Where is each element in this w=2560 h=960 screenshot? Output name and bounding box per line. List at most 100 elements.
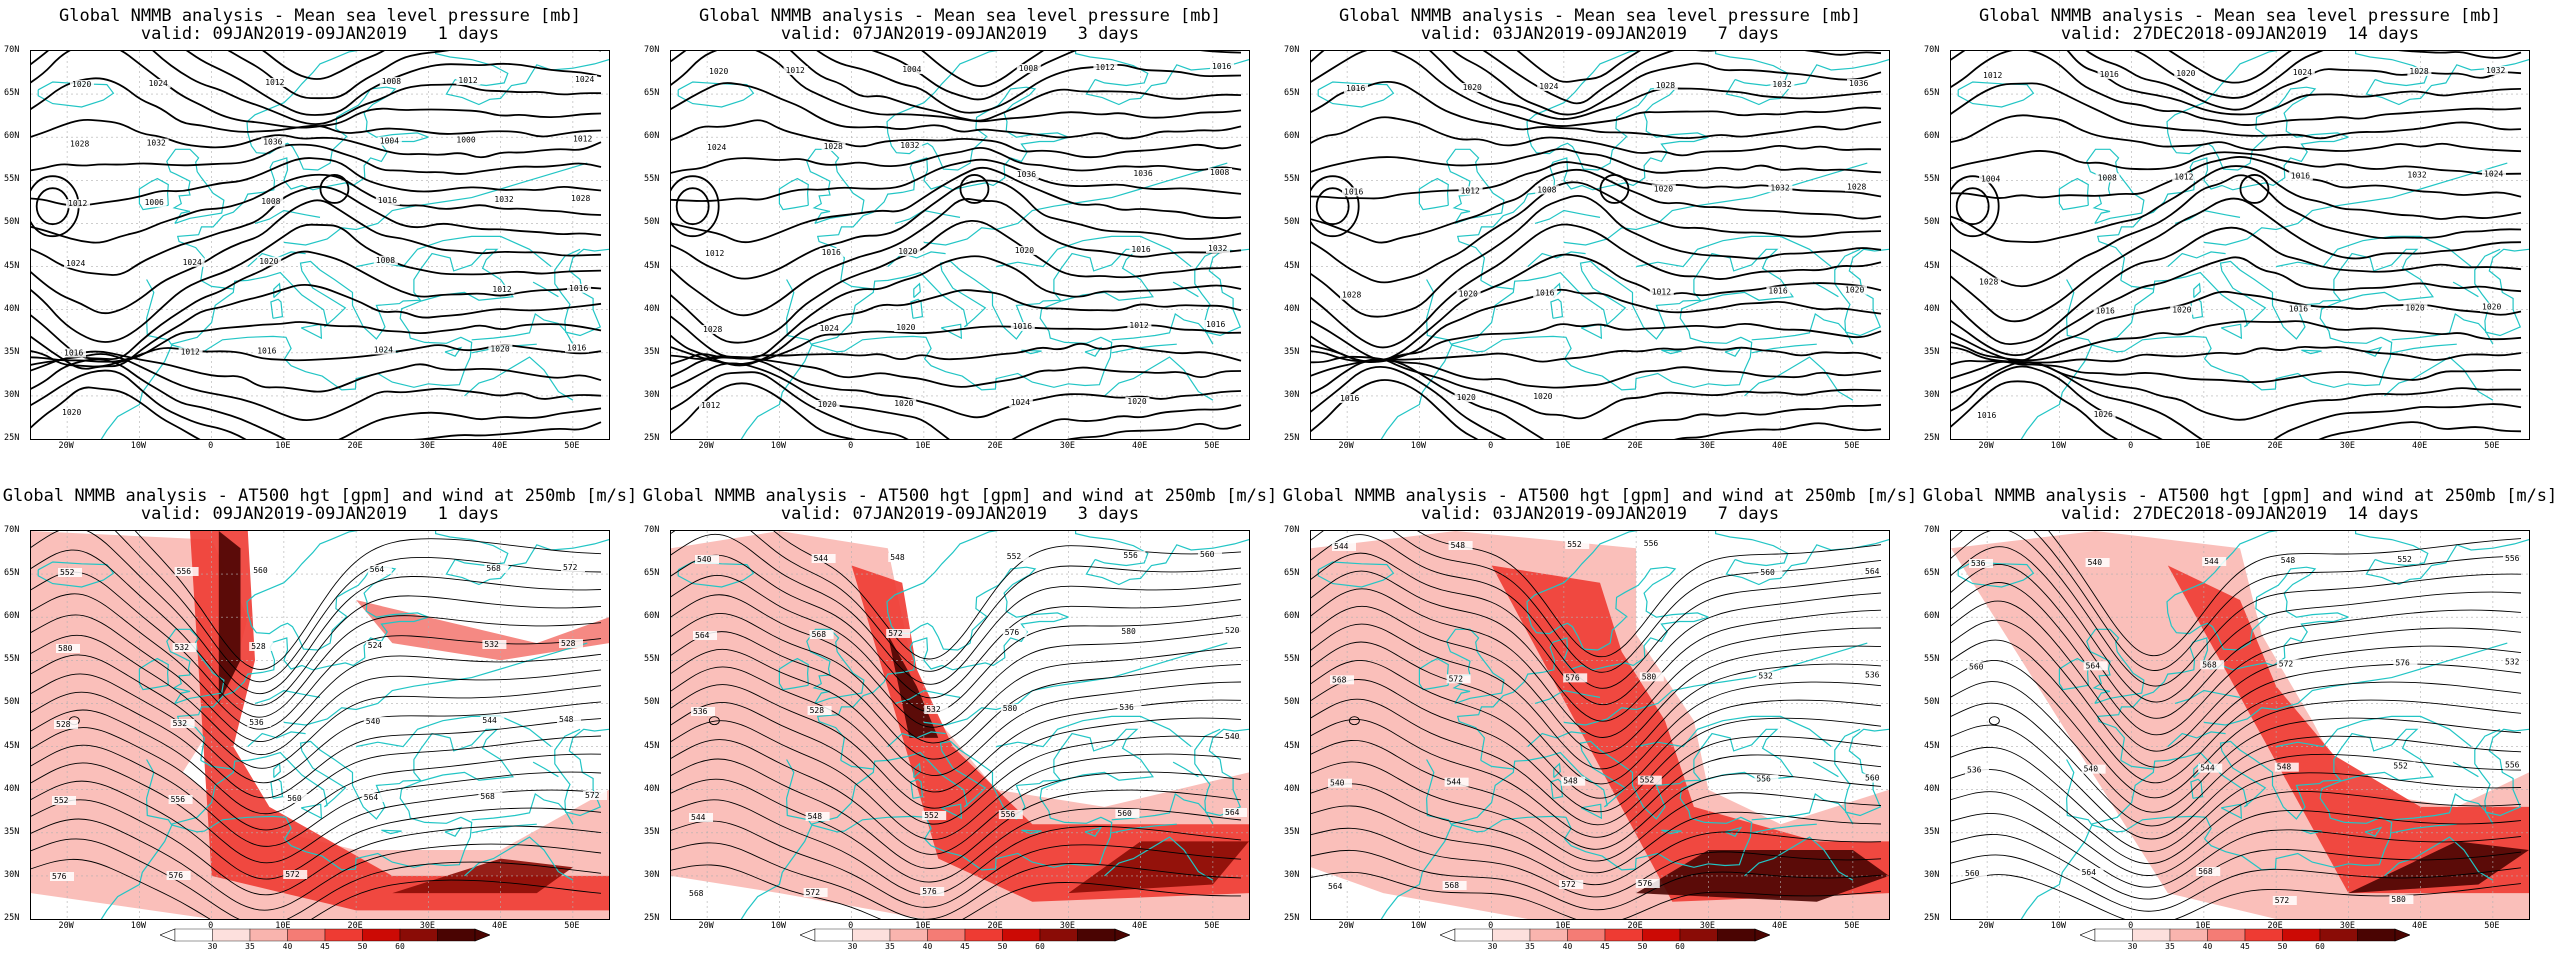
coastline (913, 282, 921, 299)
contour-label-bg (1131, 169, 1156, 178)
contour-label-bg (2286, 304, 2311, 314)
isobar-contour (671, 342, 1242, 362)
contour-label-bg (1770, 80, 1795, 89)
contour-label-bg (2503, 657, 2527, 667)
contour-value-label: 552 (1567, 540, 1582, 549)
contour-value-label: 1028 (703, 325, 722, 334)
contour-label-bg (1344, 84, 1368, 93)
isobar-contour (1516, 51, 1641, 83)
latitude-tick-label: 30N (1284, 869, 1300, 880)
contour-value-label: 544 (1447, 778, 1462, 787)
contour-label-bg (1332, 542, 1356, 551)
contour-label-bg (1000, 704, 1025, 713)
panel-valid-period: valid: 27DEC2018-09JAN2019 14 days (2060, 504, 2420, 524)
latitude-tick-label: 30N (644, 389, 660, 400)
coastline (2190, 298, 2204, 319)
contour-value-label: 572 (1561, 880, 1576, 889)
contour-label-bg (1843, 285, 1867, 295)
contour-value-label: 1020 (894, 399, 913, 408)
contour-label-bg (557, 715, 581, 724)
longitude-tick-label: 0 (848, 921, 854, 931)
panel-title: Global NMMB analysis - Mean sea level pr… (59, 6, 581, 26)
contour-value-label: 1016 (1013, 322, 1032, 331)
isobar-contour (1951, 51, 2522, 126)
latitude-tick-label: 30N (1924, 389, 1940, 400)
contour-value-label: 568 (2198, 867, 2213, 876)
isobar-contour (31, 185, 602, 276)
contour-value-label: 1020 (1845, 286, 1864, 295)
contour-label-bg (2091, 410, 2116, 419)
geopotential-contour (1311, 679, 1882, 813)
contour-label-bg (172, 643, 197, 652)
longitude-tick-label: 40E (1771, 441, 1788, 451)
longitude-tick-label: 30E (419, 921, 436, 931)
z500-wind-map-panel: Global NMMB analysis - AT500 hgt [gpm] a… (0, 480, 640, 960)
contour-label-bg (1456, 289, 1481, 299)
colorbar-max-arrow (1754, 928, 1770, 942)
coastline (381, 829, 402, 835)
isobar-contour (1311, 346, 1882, 363)
contour-label-bg (2503, 554, 2527, 563)
contour-value-label: 580 (2391, 895, 2406, 904)
contour-label-bg (2198, 763, 2223, 773)
longitude-tick-label: 10E (2195, 441, 2211, 451)
contour-label-bg (1014, 170, 1039, 179)
longitude-tick-label: 20E (987, 441, 1003, 451)
contour-label-bg (569, 194, 593, 204)
contour-label-bg (482, 640, 507, 649)
contour-value-label: 1024 (1539, 82, 1558, 91)
geopotential-contour (134, 531, 602, 670)
isobar-contour (671, 82, 1242, 140)
contour-value-label: 1024 (149, 79, 168, 88)
isobar-contour (671, 219, 1242, 344)
contour-label-bg (375, 196, 400, 206)
longitude-tick-label: 50E (1204, 441, 1220, 451)
contour-value-label: 544 (814, 554, 829, 563)
geopotential-contour (31, 858, 602, 919)
longitude-tick-label: 40E (1771, 921, 1788, 931)
latitude-tick-label: 70N (644, 525, 660, 535)
geopotential-contour (1951, 582, 2522, 736)
wind-colorbar (1440, 928, 1770, 942)
longitude-tick-label: 20E (347, 921, 363, 931)
contour-value-label: 1024 (2293, 68, 2312, 77)
coastline (1724, 346, 1743, 357)
isobar-contour (1951, 361, 2522, 439)
colorbar-swatch (287, 928, 326, 942)
contour-value-label: 1032 (900, 141, 919, 150)
longitude-tick-label: 10E (275, 441, 291, 451)
contour-label-bg (1454, 393, 1479, 402)
contour-label-bg (60, 408, 84, 417)
contour-value-label: 1016 (1131, 245, 1150, 254)
contour-value-label: 1008 (2098, 173, 2117, 182)
longitude-tick-label: 20W (1338, 921, 1354, 931)
contour-value-label: 1008 (1210, 168, 1229, 177)
longitude-tick-label: 10W (1410, 441, 1427, 451)
coastline (778, 657, 809, 691)
isobar-contour (1311, 51, 1882, 120)
coastline (1456, 616, 1709, 761)
map-plot-area: 552 556 560 564 568 572 580 532 528 524 532 528 528 5… (30, 530, 610, 920)
geopotential-contour (671, 574, 1242, 713)
contour-value-label: 568 (689, 889, 704, 898)
coastline (2193, 282, 2201, 299)
contour-value-label: 568 (2202, 660, 2217, 669)
contour-value-label: 576 (1638, 879, 1653, 888)
contour-value-label: 1008 (376, 256, 395, 265)
latitude-tick-label: 45N (1924, 260, 1940, 271)
contour-label-bg (1442, 881, 1467, 890)
contour-label-bg (371, 345, 396, 355)
contour-label-bg (1965, 765, 1989, 775)
geopotential-contour (1311, 605, 1882, 754)
coastline (2365, 539, 2529, 586)
contour-label-bg (259, 197, 284, 207)
geopotential-contour (1311, 719, 1882, 838)
geopotential-contour (31, 691, 602, 799)
geopotential-contour (1311, 623, 1882, 770)
geopotential-contour (1951, 531, 2522, 671)
contour-value-label: 1028 (1847, 182, 1866, 191)
contour-label-bg (492, 195, 517, 205)
geopotential-contour (671, 613, 1242, 744)
geopotential-contour (671, 864, 1241, 919)
isobar-contour (1951, 82, 2522, 140)
